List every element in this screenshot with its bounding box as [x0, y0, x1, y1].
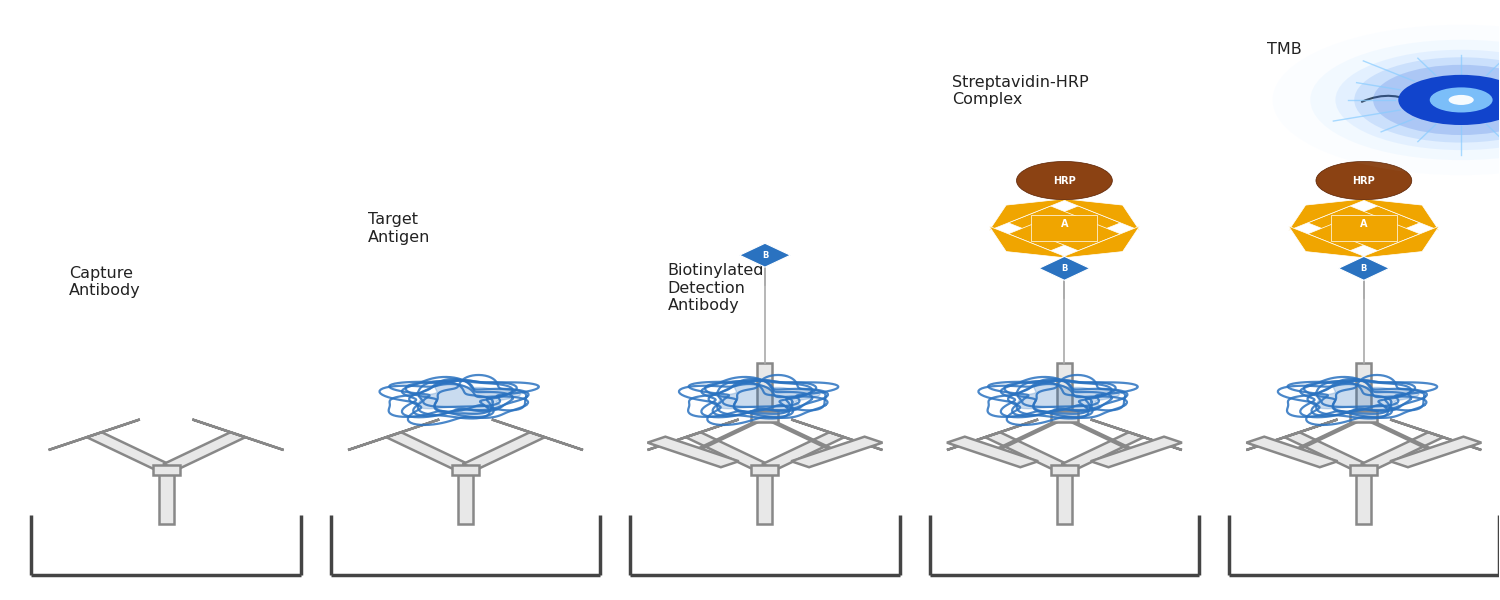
Circle shape	[1330, 167, 1398, 194]
Polygon shape	[1342, 220, 1420, 251]
Polygon shape	[752, 464, 778, 475]
Polygon shape	[1246, 419, 1338, 450]
Text: Biotinylated
Detection
Antibody: Biotinylated Detection Antibody	[668, 263, 764, 313]
Polygon shape	[1040, 256, 1090, 280]
Polygon shape	[790, 419, 882, 450]
Polygon shape	[1350, 464, 1377, 475]
Text: A: A	[1360, 218, 1368, 229]
Polygon shape	[1246, 437, 1338, 467]
Polygon shape	[1350, 412, 1377, 422]
Polygon shape	[159, 473, 174, 524]
Circle shape	[1430, 88, 1492, 112]
Polygon shape	[762, 418, 844, 454]
Text: Streptavidin-HRP
Complex: Streptavidin-HRP Complex	[952, 75, 1089, 107]
Polygon shape	[1359, 226, 1438, 259]
Text: HRP: HRP	[1353, 176, 1376, 185]
Polygon shape	[1390, 437, 1482, 467]
Polygon shape	[417, 382, 520, 414]
Polygon shape	[153, 464, 180, 475]
Text: Target
Antigen: Target Antigen	[368, 212, 430, 245]
Polygon shape	[1308, 220, 1384, 251]
Polygon shape	[1042, 206, 1120, 237]
Polygon shape	[946, 437, 1038, 467]
Polygon shape	[1058, 363, 1072, 413]
Polygon shape	[758, 363, 772, 413]
Text: Capture
Antibody: Capture Antibody	[69, 266, 141, 298]
Polygon shape	[1016, 382, 1119, 414]
Circle shape	[1017, 161, 1113, 200]
Polygon shape	[1052, 464, 1078, 475]
Polygon shape	[1330, 215, 1396, 241]
Polygon shape	[1008, 206, 1086, 237]
Polygon shape	[790, 437, 882, 467]
Polygon shape	[758, 473, 772, 524]
Polygon shape	[1308, 206, 1384, 237]
Text: B: B	[1360, 264, 1366, 273]
Polygon shape	[1338, 256, 1389, 280]
Polygon shape	[1059, 199, 1140, 230]
Polygon shape	[686, 432, 768, 469]
Polygon shape	[48, 419, 140, 450]
Polygon shape	[348, 419, 439, 450]
Polygon shape	[1342, 206, 1420, 237]
Polygon shape	[1090, 419, 1182, 450]
Polygon shape	[946, 419, 1038, 450]
Polygon shape	[1059, 226, 1140, 259]
Polygon shape	[1359, 199, 1438, 230]
Circle shape	[1354, 57, 1500, 143]
Polygon shape	[1284, 418, 1366, 454]
Text: B: B	[762, 251, 768, 260]
Polygon shape	[1288, 199, 1370, 230]
Polygon shape	[1090, 437, 1182, 467]
Polygon shape	[1284, 432, 1366, 469]
Polygon shape	[1058, 473, 1072, 524]
Polygon shape	[1288, 226, 1370, 259]
Polygon shape	[1356, 473, 1371, 524]
Text: A: A	[1060, 218, 1068, 229]
Polygon shape	[492, 419, 584, 450]
Polygon shape	[1052, 412, 1078, 422]
Polygon shape	[1316, 382, 1419, 414]
Polygon shape	[1008, 220, 1086, 251]
Text: B: B	[1060, 264, 1068, 273]
Polygon shape	[1390, 419, 1482, 450]
Polygon shape	[1360, 432, 1443, 469]
Polygon shape	[462, 432, 544, 469]
Polygon shape	[986, 418, 1068, 454]
Circle shape	[1372, 65, 1500, 135]
Polygon shape	[164, 432, 246, 469]
Polygon shape	[686, 418, 768, 454]
Polygon shape	[1062, 432, 1143, 469]
Circle shape	[1449, 95, 1474, 105]
Circle shape	[1316, 161, 1412, 200]
Polygon shape	[458, 473, 472, 524]
Polygon shape	[1042, 220, 1120, 251]
Polygon shape	[1360, 418, 1443, 454]
Polygon shape	[752, 412, 778, 422]
Polygon shape	[762, 432, 844, 469]
Polygon shape	[1032, 215, 1098, 241]
Polygon shape	[1356, 363, 1371, 413]
Circle shape	[1398, 75, 1500, 125]
Polygon shape	[1062, 418, 1143, 454]
Polygon shape	[452, 464, 478, 475]
Polygon shape	[986, 432, 1068, 469]
Polygon shape	[740, 243, 790, 267]
Circle shape	[1335, 50, 1500, 150]
Polygon shape	[87, 432, 170, 469]
Polygon shape	[988, 199, 1070, 230]
Polygon shape	[648, 437, 740, 467]
Polygon shape	[717, 382, 821, 414]
Polygon shape	[988, 226, 1070, 259]
Polygon shape	[386, 432, 468, 469]
Circle shape	[1030, 167, 1098, 194]
Text: HRP: HRP	[1053, 176, 1076, 185]
Circle shape	[1311, 40, 1500, 160]
Polygon shape	[192, 419, 284, 450]
Polygon shape	[648, 419, 740, 450]
Text: TMB: TMB	[1266, 41, 1302, 56]
